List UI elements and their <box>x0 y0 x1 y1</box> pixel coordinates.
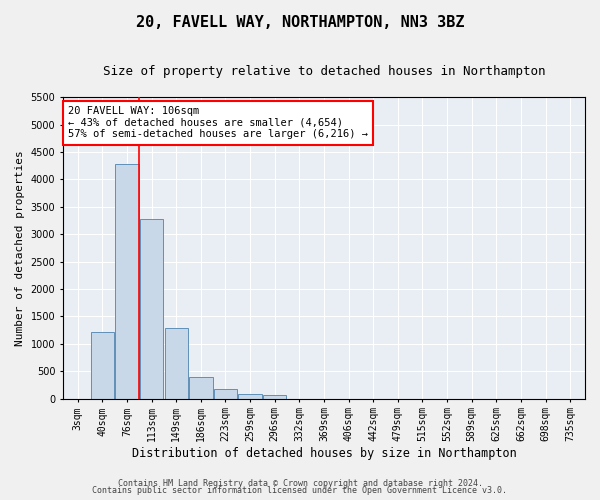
Bar <box>214 389 237 398</box>
Text: Contains HM Land Registry data © Crown copyright and database right 2024.: Contains HM Land Registry data © Crown c… <box>118 478 482 488</box>
Bar <box>91 332 114 398</box>
Text: 20, FAVELL WAY, NORTHAMPTON, NN3 3BZ: 20, FAVELL WAY, NORTHAMPTON, NN3 3BZ <box>136 15 464 30</box>
Title: Size of property relative to detached houses in Northampton: Size of property relative to detached ho… <box>103 65 545 78</box>
Bar <box>263 396 286 398</box>
Bar <box>189 376 212 398</box>
Bar <box>115 164 139 398</box>
Y-axis label: Number of detached properties: Number of detached properties <box>15 150 25 346</box>
X-axis label: Distribution of detached houses by size in Northampton: Distribution of detached houses by size … <box>131 447 517 460</box>
Bar <box>140 219 163 398</box>
Text: 20 FAVELL WAY: 106sqm
← 43% of detached houses are smaller (4,654)
57% of semi-d: 20 FAVELL WAY: 106sqm ← 43% of detached … <box>68 106 368 140</box>
Text: Contains public sector information licensed under the Open Government Licence v3: Contains public sector information licen… <box>92 486 508 495</box>
Bar <box>164 328 188 398</box>
Bar <box>238 394 262 398</box>
